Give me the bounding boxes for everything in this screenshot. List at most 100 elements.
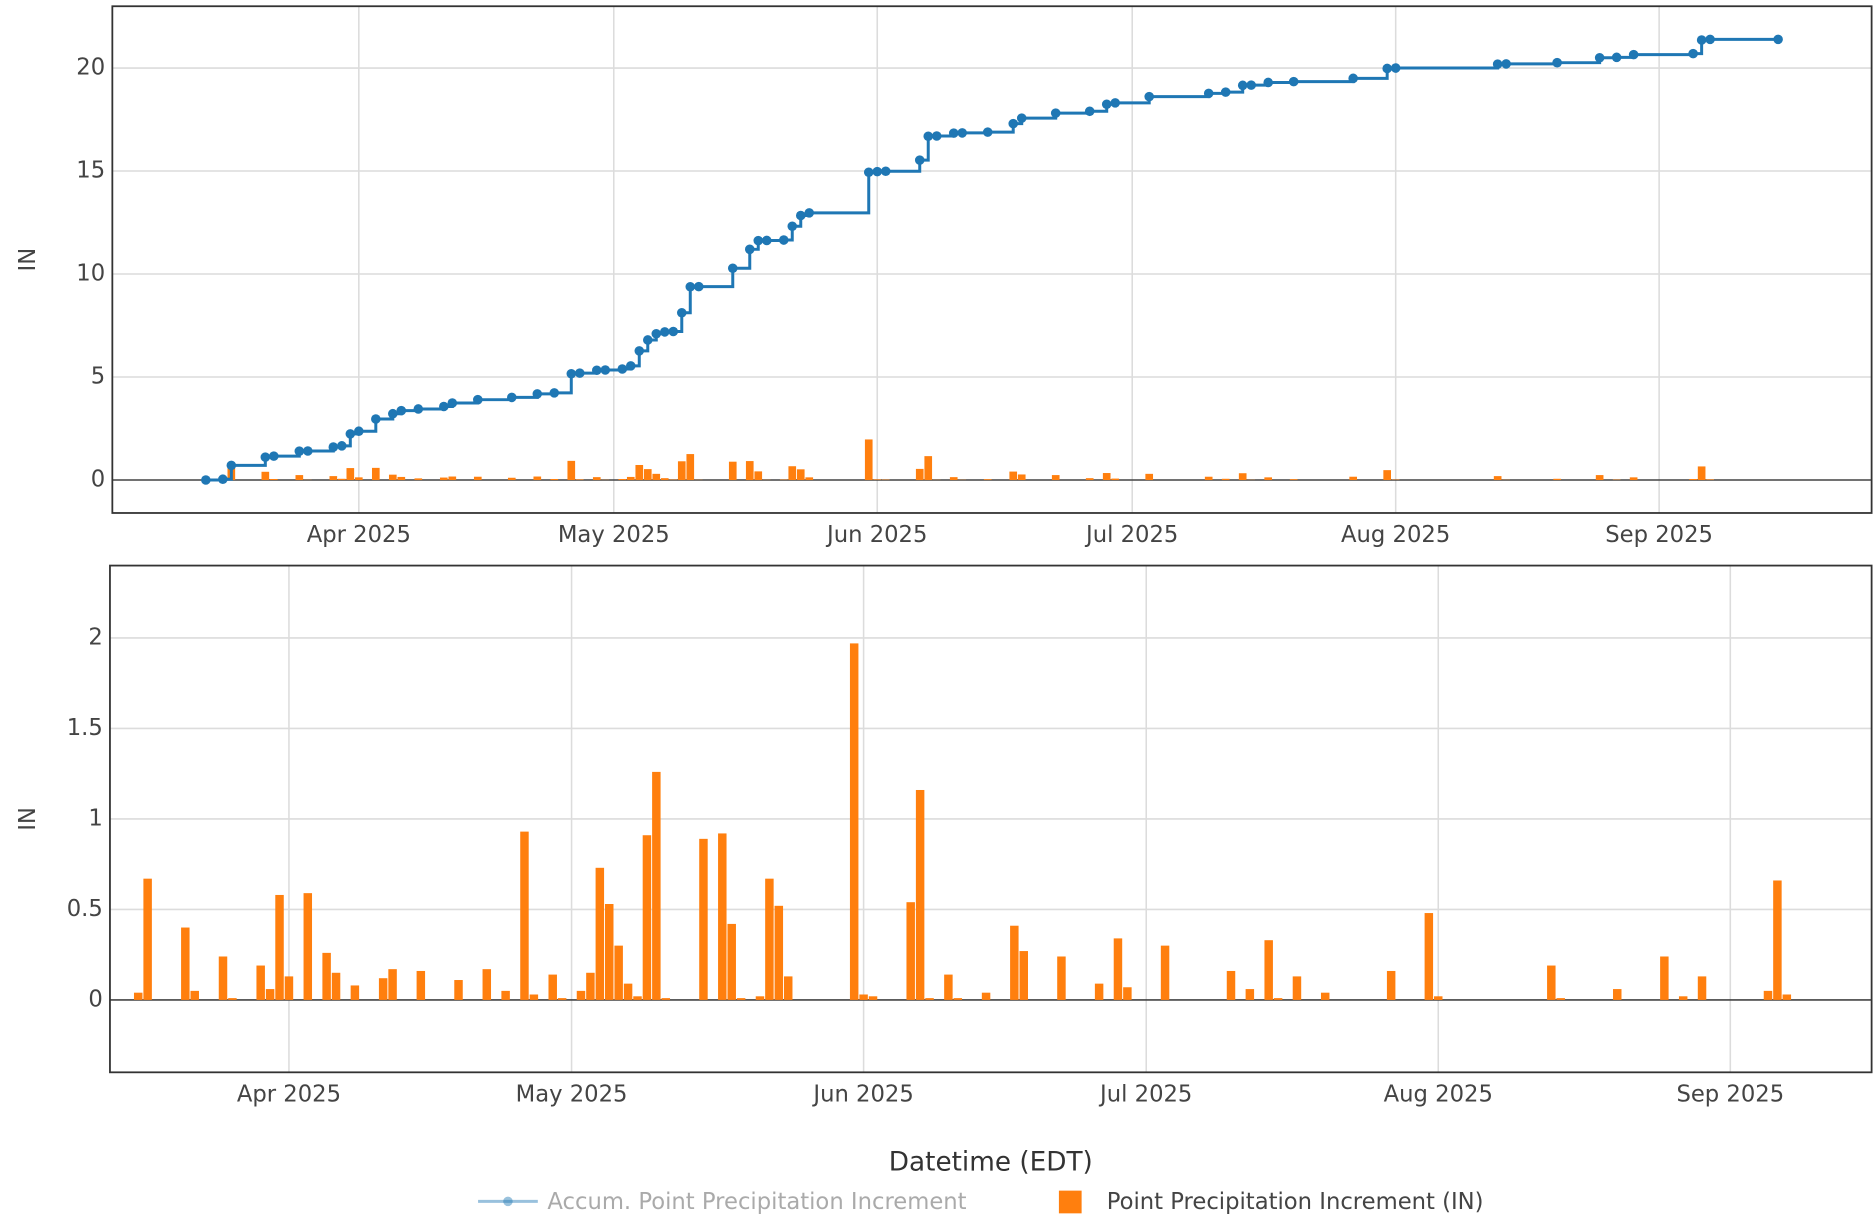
- bar: [915, 468, 924, 481]
- line-marker: [591, 365, 602, 376]
- bar: [1386, 970, 1396, 1000]
- line-marker: [1016, 113, 1027, 123]
- line-marker: [625, 361, 636, 371]
- bar: [576, 990, 586, 1000]
- bar: [1204, 476, 1213, 481]
- line-marker: [549, 388, 560, 398]
- bar: [567, 460, 576, 481]
- line-marker: [396, 405, 407, 416]
- bar: [1660, 956, 1669, 1000]
- bar: [181, 927, 190, 1000]
- bar: [652, 771, 661, 1000]
- bar: [388, 474, 397, 481]
- bar: [623, 983, 633, 1000]
- bar: [1113, 938, 1123, 1000]
- bar: [1094, 983, 1104, 1000]
- bar: [944, 974, 953, 1000]
- bar: [414, 478, 423, 481]
- bar: [805, 477, 814, 481]
- bar: [1273, 998, 1283, 1000]
- bar: [592, 477, 601, 481]
- bar: [275, 894, 284, 1000]
- y-tick-label: 10: [76, 261, 105, 287]
- bar: [439, 477, 448, 481]
- line-marker: [1501, 59, 1511, 69]
- bar: [1111, 478, 1120, 481]
- line-marker: [1688, 48, 1698, 59]
- line-marker: [642, 335, 653, 345]
- bar: [575, 479, 584, 481]
- line-marker: [439, 401, 449, 412]
- bar: [783, 976, 793, 1000]
- bar: [728, 461, 737, 481]
- line-marker: [1008, 118, 1019, 129]
- bar: [906, 902, 915, 1000]
- bar: [190, 990, 199, 1000]
- x-tick-label: Sep 2025: [1676, 1082, 1784, 1108]
- bar: [1493, 476, 1502, 481]
- bar: [520, 831, 529, 1000]
- line-marker: [659, 327, 670, 337]
- bar: [849, 643, 859, 1000]
- line-marker: [795, 210, 806, 221]
- bar: [329, 476, 338, 481]
- bar: [1221, 478, 1230, 481]
- x-tick-label: Apr 2025: [307, 522, 411, 548]
- line-marker: [1348, 73, 1358, 84]
- bar: [796, 469, 805, 481]
- bar: [448, 476, 457, 481]
- bar: [925, 998, 934, 1000]
- bar: [635, 464, 644, 481]
- bar: [1123, 987, 1132, 1000]
- line-marker: [354, 426, 364, 436]
- legend: Accum. Point Precipitation Increment Poin…: [478, 1189, 1484, 1215]
- legend-item[interactable]: Accum. Point Precipitation Increment: [478, 1189, 967, 1215]
- line-marker: [804, 208, 815, 218]
- x-tick-label: Sep 2025: [1605, 522, 1713, 548]
- line-marker: [668, 326, 679, 337]
- bar: [626, 476, 635, 481]
- line-marker: [1705, 34, 1715, 45]
- legend-swatch: [503, 1196, 513, 1207]
- y-tick-label: 2: [88, 624, 102, 650]
- bar: [643, 469, 652, 481]
- bar: [378, 978, 388, 1000]
- bar: [1697, 976, 1707, 1000]
- bar: [1763, 990, 1773, 1000]
- line-marker: [727, 263, 738, 274]
- bar: [1595, 475, 1604, 481]
- bar: [269, 478, 278, 481]
- legend-item[interactable]: Point Precipitation Increment (IN): [1058, 1189, 1484, 1215]
- bar: [388, 969, 397, 1000]
- bar: [507, 477, 516, 481]
- bar: [718, 833, 727, 1000]
- line-marker: [634, 346, 645, 356]
- bar: [261, 471, 270, 481]
- line-marker: [201, 475, 211, 485]
- line-marker: [1144, 91, 1154, 102]
- bar: [322, 952, 331, 1000]
- bar: [727, 923, 736, 1000]
- line-marker: [1101, 99, 1112, 110]
- x-tick-label: Jul 2025: [1098, 1082, 1192, 1108]
- bar: [550, 478, 559, 481]
- bar: [1226, 970, 1236, 1000]
- line-marker: [880, 166, 891, 177]
- bar: [595, 867, 605, 1000]
- line-marker: [1237, 80, 1248, 91]
- bar: [1689, 478, 1697, 481]
- bar: [1434, 996, 1443, 1000]
- x-tick-label: Jun 2025: [825, 522, 927, 548]
- bar: [949, 477, 958, 481]
- bar: [1019, 951, 1028, 1000]
- line-marker: [1220, 87, 1231, 97]
- line-marker: [575, 368, 585, 378]
- bar: [1424, 913, 1434, 1000]
- line-marker: [693, 281, 704, 292]
- x-tick-label: Aug 2025: [1384, 1082, 1493, 1108]
- line-marker: [1050, 108, 1061, 118]
- bar: [1629, 477, 1638, 481]
- y-tick-label: 1: [88, 805, 102, 831]
- line-marker: [1084, 106, 1095, 117]
- plot-area: [133, 643, 1792, 1000]
